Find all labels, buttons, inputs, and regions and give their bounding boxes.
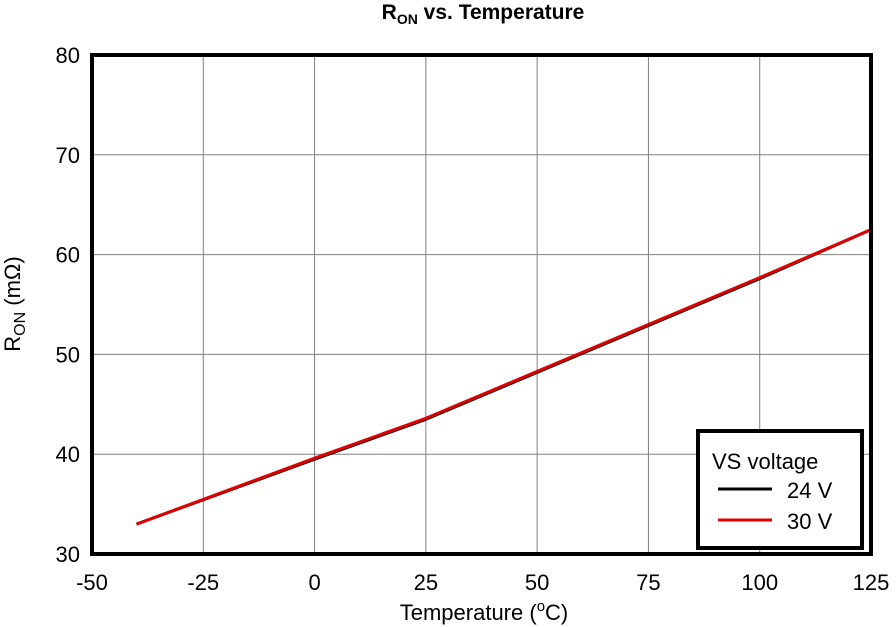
x-axis-label-sup: o [537, 598, 545, 615]
chart-title-main: R [382, 1, 397, 24]
y-axis-label-sub: ON [12, 312, 29, 336]
series-line-30v [135, 228, 872, 526]
legend-title: VS voltage [712, 449, 818, 474]
x-tick-label: 75 [636, 570, 660, 595]
series-group [135, 228, 872, 526]
y-axis-label: RON (mΩ) [0, 256, 29, 351]
x-tick-label: 50 [525, 570, 549, 595]
y-tick-label: 80 [56, 43, 80, 68]
x-tick-labels: -50 -25 0 25 50 75 100 125 [76, 570, 889, 595]
x-tick-label: 100 [741, 570, 778, 595]
chart-title-rest: vs. Temperature [418, 1, 585, 24]
legend: VS voltage 24 V 30 V [696, 429, 864, 550]
y-axis-label-rest: (mΩ) [0, 256, 25, 312]
y-tick-label: 60 [56, 243, 80, 268]
x-axis-label-post: C) [545, 600, 568, 625]
legend-label-24v: 24 V [787, 478, 833, 503]
x-axis-label-pre: Temperature ( [400, 600, 538, 625]
y-axis-label-main: R [0, 336, 25, 352]
y-tick-label: 40 [56, 442, 80, 467]
chart-title: RON vs. Temperature [382, 1, 585, 27]
x-tick-label: 0 [308, 570, 320, 595]
y-tick-label: 30 [56, 542, 80, 567]
x-tick-label: -25 [187, 570, 219, 595]
y-tick-label: 50 [56, 342, 80, 367]
x-axis-label: Temperature (oC) [400, 598, 569, 625]
x-tick-label: 25 [414, 570, 438, 595]
x-tick-label: -50 [76, 570, 108, 595]
chart-title-sub: ON [397, 11, 418, 27]
legend-label-30v: 30 V [787, 509, 833, 534]
y-tick-label: 70 [56, 143, 80, 168]
x-tick-label: 125 [853, 570, 890, 595]
y-tick-labels: 30 40 50 60 70 80 [56, 43, 80, 567]
plot-frame [90, 53, 873, 556]
